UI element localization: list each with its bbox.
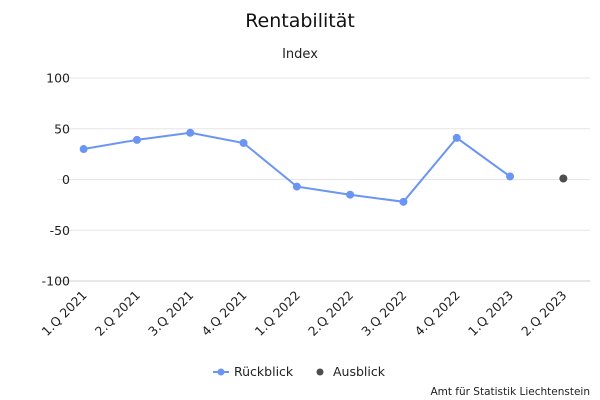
x-tick-label: 3.Q 2022	[358, 288, 409, 339]
data-point[interactable]	[239, 138, 248, 147]
series-layer	[79, 128, 568, 206]
x-tick-label: 4.Q 2022	[412, 288, 463, 339]
legend-item-ausblick[interactable]: Ausblick	[316, 364, 386, 379]
y-tick-label: 0	[62, 172, 70, 187]
legend-label-ausblick: Ausblick	[333, 364, 386, 379]
data-point[interactable]	[506, 172, 515, 181]
legend-label-rueckblick: Rückblick	[234, 364, 294, 379]
x-tick-label: 4.Q 2021	[198, 288, 249, 339]
chart-subtitle: Index	[282, 47, 318, 62]
data-point[interactable]	[292, 182, 301, 191]
data-point[interactable]	[186, 128, 195, 137]
series-rueckblick	[79, 128, 515, 206]
series-line	[83, 131, 511, 203]
x-tick-label: 3.Q 2021	[145, 288, 196, 339]
gridlines	[57, 77, 590, 282]
x-tick-label: 1.Q 2021	[38, 288, 89, 339]
x-tick-label: 2.Q 2023	[518, 288, 569, 339]
y-tick-label: 100	[46, 71, 70, 86]
chart-title: Rentabilität	[245, 10, 355, 32]
y-axis-ticks: 100 50 0 -50 -100	[42, 71, 70, 289]
x-tick-label: 1.Q 2022	[252, 288, 303, 339]
y-tick-label: -100	[42, 274, 70, 289]
chart-credit: Amt für Statistik Liechtenstein	[430, 386, 590, 398]
y-tick-label: -50	[50, 223, 70, 238]
y-tick-label: 50	[54, 121, 70, 136]
data-point[interactable]	[559, 174, 568, 183]
data-point[interactable]	[79, 145, 88, 154]
series-ausblick	[559, 174, 568, 183]
legend-marker-rueckblick	[217, 368, 225, 376]
legend-marker-ausblick	[316, 368, 324, 376]
legend-item-rueckblick[interactable]: Rückblick	[213, 364, 294, 379]
data-point[interactable]	[399, 197, 408, 206]
data-point[interactable]	[132, 135, 141, 144]
x-tick-label: 1.Q 2023	[465, 288, 516, 339]
legend: Rückblick Ausblick	[213, 364, 386, 379]
x-axis-ticks: 1.Q 2021 2.Q 2021 3.Q 2021 4.Q 2021 1.Q 2022…	[38, 288, 569, 339]
x-tick-label: 2.Q 2022	[305, 288, 356, 339]
data-point[interactable]	[452, 133, 461, 142]
data-point[interactable]	[346, 190, 355, 199]
x-tick-label: 2.Q 2021	[92, 288, 143, 339]
